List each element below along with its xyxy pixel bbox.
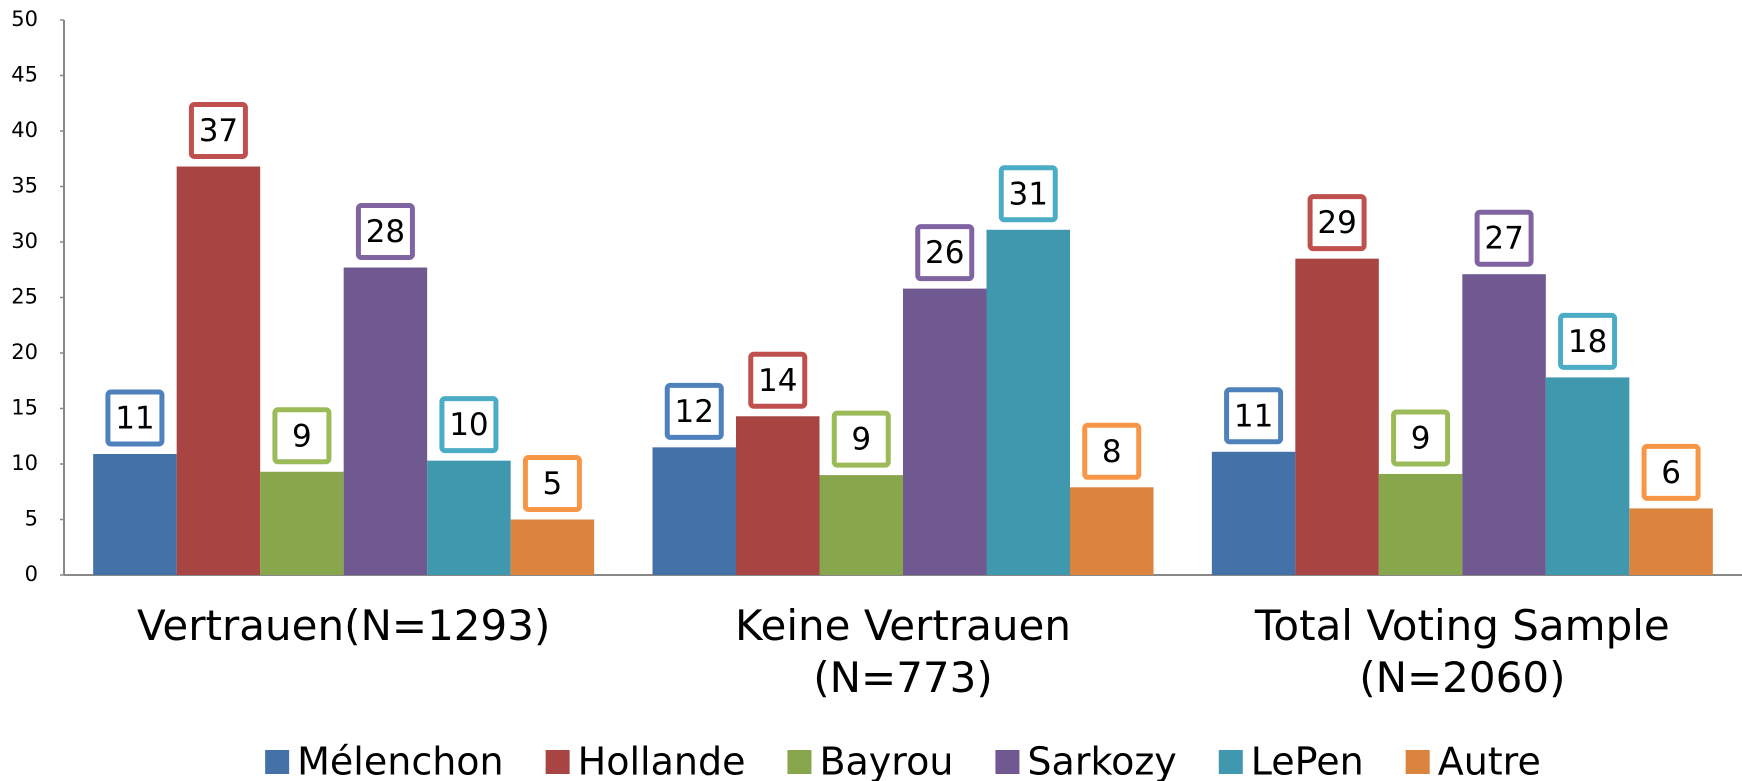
y-tick-label: 0 (25, 562, 38, 586)
data-label-box (272, 407, 332, 465)
x-tick-label: Total Voting Sample (N=2060) (1254, 601, 1684, 702)
bar (176, 166, 261, 575)
bar (736, 416, 820, 575)
data-label: 11 (1234, 398, 1273, 434)
data-label: 14 (758, 363, 797, 399)
data-label-box (998, 165, 1058, 223)
legend-swatch (1218, 750, 1243, 774)
y-tick-label: 5 (25, 507, 38, 531)
data-label-box (355, 203, 415, 261)
data-label: 28 (366, 214, 405, 250)
data-label: 29 (1317, 205, 1356, 241)
bar (343, 267, 428, 575)
data-label: 6 (1661, 455, 1681, 491)
legend-swatch (995, 750, 1020, 774)
y-tick-label: 25 (11, 285, 38, 309)
data-label: 27 (1484, 221, 1523, 257)
data-label: 8 (1102, 434, 1122, 470)
bar (1070, 487, 1154, 575)
data-label: 11 (115, 401, 154, 437)
data-label: 9 (1411, 420, 1431, 456)
legend-swatch (1405, 750, 1430, 774)
data-label-box (522, 455, 582, 512)
data-label: 31 (1009, 176, 1048, 212)
y-tick-label: 15 (11, 396, 38, 420)
data-label: 9 (292, 418, 312, 454)
legend-swatch (265, 750, 290, 774)
bar (819, 475, 903, 575)
data-label: 12 (675, 394, 714, 430)
bar (1211, 451, 1296, 575)
data-label: 5 (543, 466, 563, 502)
bar (260, 471, 344, 575)
bar (652, 447, 736, 575)
legend-label: Sarkozy (1027, 740, 1176, 781)
data-label: 10 (449, 407, 488, 443)
y-tick-label: 45 (11, 63, 38, 87)
bar (1295, 258, 1379, 575)
y-tick-label: 40 (11, 118, 38, 142)
bar (93, 454, 177, 575)
bar (903, 288, 987, 575)
legend-swatch (787, 750, 812, 774)
y-tick-label: 10 (11, 451, 38, 475)
data-label: 18 (1568, 324, 1607, 360)
bar (1462, 274, 1546, 575)
x-tick-label: Keine Vertrauen (N=773) (735, 601, 1112, 702)
data-label-box (1391, 409, 1451, 467)
data-label-box (1307, 194, 1367, 252)
y-tick-label: 20 (11, 340, 38, 364)
data-label-box (1224, 387, 1284, 445)
y-tick-label: 30 (11, 229, 38, 253)
data-label-box (748, 351, 808, 409)
data-label-box (439, 396, 499, 454)
data-label-box (1474, 209, 1534, 267)
bar (427, 460, 511, 575)
data-label-box (1641, 443, 1701, 501)
x-tick-label: Vertrauen(N=1293) (136, 601, 551, 650)
data-label-box (664, 382, 724, 440)
legend-swatch (545, 750, 570, 774)
bar (1629, 508, 1713, 575)
bar (1545, 377, 1630, 575)
data-label-box (188, 102, 248, 160)
y-tick-label: 50 (11, 7, 38, 31)
legend-label: Hollande (578, 740, 746, 781)
data-label-box (105, 389, 165, 447)
data-label: 9 (851, 422, 871, 458)
legend-label: LePen (1251, 740, 1364, 781)
y-tick-label: 35 (11, 174, 38, 198)
bar (510, 519, 595, 575)
bar (986, 229, 1070, 576)
legend-label: Bayrou (819, 740, 953, 781)
data-label-box (831, 410, 891, 468)
legend-label: Autre (1438, 740, 1541, 781)
data-label: 37 (199, 113, 238, 149)
data-label-box (1082, 422, 1142, 480)
bar (1378, 473, 1463, 575)
data-label-box (915, 224, 975, 282)
data-label: 26 (925, 235, 964, 271)
legend-label: Mélenchon (297, 740, 504, 781)
data-label-box (1558, 312, 1618, 370)
